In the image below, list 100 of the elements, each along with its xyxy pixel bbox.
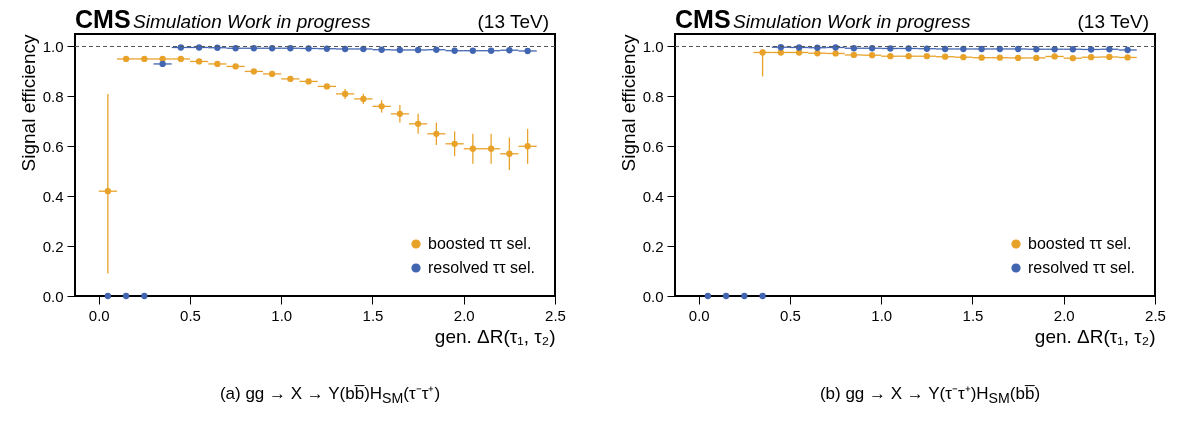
x-tick-label: 0.5 [780,306,801,324]
y-axis-title: Signal efficiency [617,34,639,172]
point [122,292,130,300]
point [232,63,239,70]
point [1033,54,1040,62]
point [978,54,985,61]
chart-subtitle: Simulation Work in progress [733,11,972,32]
x-axis-title: gen. ΔR(τ₁, τ₂) [1034,325,1156,347]
x-tick-label: 0.0 [688,306,710,324]
chart-subtitle: Simulation Work in progress [133,11,372,32]
point [250,45,258,52]
point [850,51,858,59]
legend-label: resolved ττ sel. [428,259,535,276]
y-tick-label: 1.0 [642,37,664,55]
point [524,143,531,150]
point [378,46,385,53]
point [996,45,1004,53]
point [305,78,312,85]
point [923,45,931,52]
y-tick-label: 0.8 [42,87,64,105]
point [777,49,785,56]
point [524,47,531,55]
y-tick-label: 0.0 [42,287,64,305]
point [268,70,276,78]
point [141,55,148,63]
point [960,45,967,53]
y-tick-label: 1.0 [42,37,64,55]
point [759,292,766,300]
point [1014,54,1022,62]
point [978,45,985,53]
legend-label: boosted ττ sel. [1028,235,1132,252]
text: (13 TeV) [477,11,549,32]
point [232,45,239,52]
point [195,58,203,65]
x-tick-label: 1.5 [962,306,984,324]
point [323,83,331,90]
y-tick-label: 0.6 [42,137,64,155]
point [1069,55,1077,62]
point [122,55,130,63]
text: (b) gg → X → Y(τ⁻τ⁺)H$_{SM}$(bb̅) [819,383,1041,407]
point [868,52,876,59]
x-tick-label: 0.0 [88,306,110,324]
point [722,292,730,300]
point [250,68,258,75]
point [451,140,458,147]
point [814,50,821,57]
point [905,53,912,60]
point [1106,53,1113,61]
point [960,54,967,61]
x-tick-label: 2.5 [1145,306,1166,324]
point [1069,46,1077,53]
y-tick-label: 0.2 [42,237,64,255]
point [1051,53,1058,60]
y-tick-label: 0.6 [642,137,664,155]
x-tick-label: 1.5 [362,306,384,324]
point [341,45,349,53]
point [887,53,894,60]
point [1124,54,1131,61]
chart-title: CMS [675,5,731,33]
point [195,44,203,51]
x-tick-label: 0.5 [180,306,201,324]
y-tick-label: 0.8 [642,87,664,105]
point [469,145,477,152]
point [1087,54,1095,61]
legend-label: resolved ττ sel. [1028,259,1135,276]
point [506,47,513,54]
point [433,46,440,53]
point [506,150,513,157]
legend-label: boosted ττ sel. [428,235,532,252]
point [1033,46,1040,53]
point [451,47,458,54]
y-tick-label: 0.0 [642,287,664,305]
point [759,49,766,56]
point [941,53,949,60]
y-tick-label: 0.2 [642,237,664,255]
y-tick-label: 0.4 [642,187,664,205]
point [469,47,477,54]
point [396,110,404,117]
x-tick-label: 2.5 [545,306,566,324]
x-tick-label: 2.0 [453,306,475,324]
point [433,130,440,137]
x-tick-label: 2.0 [1053,306,1075,324]
point [487,145,495,152]
point [287,75,294,83]
point [887,45,894,52]
point [414,46,422,54]
point [1051,46,1058,53]
y-axis-title: Signal efficiency [17,34,39,172]
x-tick-label: 1.0 [271,306,293,324]
text: (13 TeV) [1077,11,1149,32]
point [1014,45,1022,53]
point [1087,46,1095,53]
point [795,44,803,51]
point [832,50,839,57]
point [704,292,712,300]
text: (a) gg → X → Y(bb̅)H$_{SM}$(τ⁻τ⁺) [219,383,441,407]
point [850,45,858,52]
point [1106,46,1113,53]
point [996,54,1004,61]
point [378,103,385,110]
